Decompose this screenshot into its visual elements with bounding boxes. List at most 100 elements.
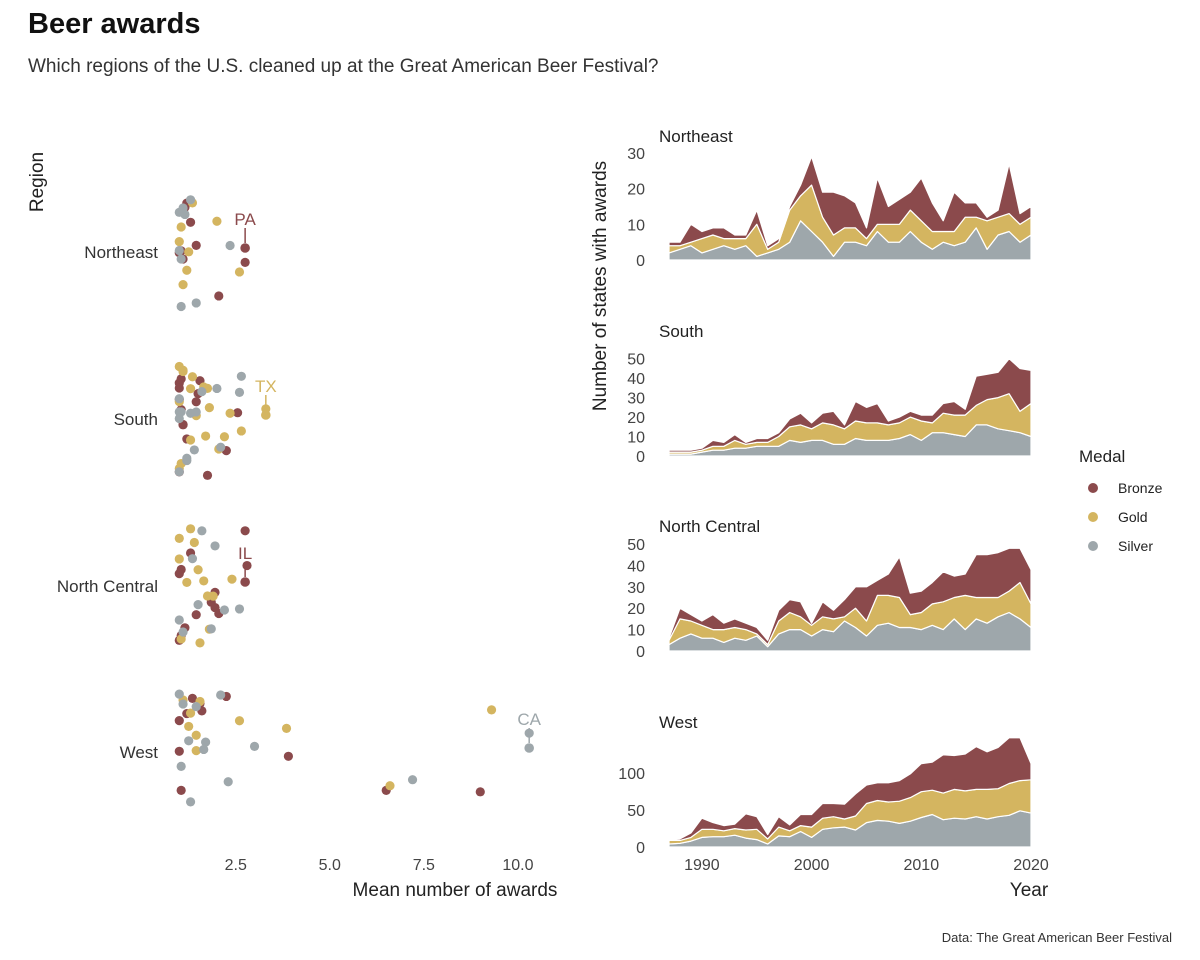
scatter-point-northeast-bronze-3 — [185, 217, 196, 227]
scatter-point-north-central-silver-4 — [210, 541, 220, 551]
annotation-label-il: IL — [238, 544, 252, 563]
facet-northeast-y-tick-1: 10 — [627, 217, 645, 234]
scatter-point-west-gold-5 — [234, 716, 245, 726]
scatter-point-north-central-gold-12 — [189, 537, 199, 548]
facet-north-central-y-tick-0: 0 — [636, 644, 645, 661]
annotation-label-tx: TX — [255, 377, 277, 396]
scatter-point-north-central-bronze-3 — [191, 610, 201, 620]
scatter-y-axis-title: Region — [27, 152, 48, 212]
data-source-caption: Data: The Great American Beer Festival — [941, 930, 1172, 945]
scatter-point-south-gold-18 — [201, 431, 211, 441]
facet-north-central-y-tick-2: 20 — [627, 601, 645, 618]
scatter-point-south-silver-12 — [234, 387, 245, 397]
annotated-point-pa — [240, 243, 250, 253]
scatter-point-south-gold-13 — [225, 408, 235, 418]
scatter-point-south-silver-10 — [216, 442, 226, 452]
facet-northeast-y-tick-3: 30 — [627, 146, 645, 163]
facet-northeast: Northeast 0 10 20 30 — [627, 127, 1032, 270]
facet-south-y-tick-1: 10 — [627, 430, 645, 447]
scatter-point-south-gold-15 — [174, 361, 184, 372]
scatter-point-south-silver-14 — [182, 455, 192, 466]
scatter-point-south-silver-9 — [212, 383, 222, 394]
scatter-point-northeast-bronze-8 — [240, 257, 250, 267]
facet-north-central: North Central 0 10 20 30 40 50 — [627, 517, 1032, 661]
scatter-point-west-gold-9 — [185, 708, 196, 718]
region-label-south: South — [114, 410, 158, 429]
scatter-point-northeast-bronze-4 — [191, 240, 201, 251]
area-x-tick-0: 1990 — [684, 857, 720, 874]
scatter-x-tick-3: 10.0 — [502, 857, 533, 874]
scatter-point-south-bronze-12 — [176, 374, 186, 384]
area-northeast-bronze — [668, 156, 1032, 250]
annotation-label-pa: PA — [234, 210, 256, 229]
scatter-point-northeast-silver-7 — [178, 203, 188, 213]
scatter-point-north-central-gold-6 — [174, 533, 184, 543]
scatter-point-south-gold-17 — [185, 435, 196, 445]
chart-subtitle: Which regions of the U.S. cleaned up at … — [28, 56, 659, 77]
scatter-point-south-silver-8 — [197, 387, 207, 397]
scatter-point-north-central-gold-1 — [176, 634, 186, 644]
facet-label-west: West — [659, 713, 698, 732]
facet-south-y-tick-2: 20 — [627, 410, 645, 427]
scatter-point-north-central-gold-10 — [208, 591, 218, 601]
scatter-point-south-silver-7 — [191, 407, 201, 417]
scatter-point-south-gold-8 — [204, 403, 214, 413]
area-north-central-bronze — [668, 547, 1032, 646]
scatter-point-south-gold-11 — [187, 372, 198, 382]
scatter-point-west-gold-7 — [385, 781, 395, 791]
facet-west: West 0 50 100 — [618, 713, 1032, 857]
scatter-point-west-silver-6 — [201, 737, 211, 747]
annotation-label-ca: CA — [517, 710, 541, 729]
region-label-north-central: North Central — [57, 577, 158, 596]
scatter-point-north-central-silver-7 — [193, 599, 203, 610]
legend-swatch-gold — [1088, 512, 1098, 522]
scatter-point-northeast-silver-1 — [176, 254, 186, 264]
scatter-point-northeast-gold-5 — [184, 247, 194, 257]
scatter-point-west-silver-5 — [199, 744, 209, 755]
scatter-point-west-gold-4 — [191, 730, 201, 740]
scatter-point-northeast-gold-0 — [174, 237, 184, 247]
facet-north-central-y-tick-4: 40 — [627, 558, 645, 575]
facet-south-y-tick-0: 0 — [636, 449, 645, 466]
scatter-point-west-bronze-1 — [176, 785, 186, 795]
scatter-point-west-gold-6 — [281, 723, 292, 733]
area-y-axis-title: Number of states with awards — [590, 161, 611, 411]
scatter-point-south-silver-1 — [174, 394, 184, 404]
legend-swatch-bronze — [1088, 483, 1098, 493]
facet-south-y-tick-5: 50 — [627, 352, 645, 369]
scatter-point-northeast-gold-6 — [212, 216, 222, 226]
scatter-point-north-central-silver-3 — [197, 526, 207, 536]
scatter-point-north-central-bronze-6 — [240, 526, 250, 536]
scatter-point-west-silver-4 — [191, 702, 201, 712]
annotated-point-ca — [524, 743, 534, 753]
scatter-point-south-silver-0 — [174, 467, 184, 477]
scatter-point-south-silver-13 — [189, 445, 199, 455]
scatter-point-west-silver-7 — [216, 690, 226, 700]
scatter-point-northeast-bronze-7 — [214, 291, 224, 301]
scatter-point-north-central-silver-2 — [187, 554, 198, 564]
scatter-point-west-gold-2 — [191, 746, 201, 756]
scatter-point-west-silver-0 — [174, 689, 184, 699]
scatter-point-north-central-bronze-10 — [174, 569, 184, 579]
facet-label-northeast: Northeast — [659, 127, 733, 146]
scatter-point-south-bronze-7 — [202, 470, 213, 480]
scatter-point-west-bronze-0 — [174, 716, 184, 726]
scatter-point-north-central-gold-11 — [182, 577, 192, 588]
facet-northeast-y-tick-2: 20 — [627, 182, 645, 199]
scatter-point-northeast-gold-3 — [182, 265, 192, 275]
scatter-point-west-silver-10 — [407, 775, 418, 785]
scatter-point-north-central-silver-0 — [174, 615, 184, 625]
annotated-point-il — [240, 577, 250, 587]
scatter-point-north-central-silver-1 — [178, 627, 188, 637]
scatter-point-north-central-silver-6 — [234, 604, 245, 614]
scatter-point-south-bronze-9 — [174, 383, 184, 393]
area-x-tick-1: 2000 — [794, 857, 830, 874]
scatter-point-west-silver-1 — [176, 761, 186, 771]
scatter-point-northeast-gold-1 — [176, 222, 186, 232]
scatter-point-north-central-gold-5 — [227, 574, 237, 584]
scatter-x-tick-1: 5.0 — [319, 857, 341, 874]
scatter-point-north-central-gold-2 — [185, 524, 196, 534]
scatter-point-northeast-silver-8 — [225, 240, 235, 251]
